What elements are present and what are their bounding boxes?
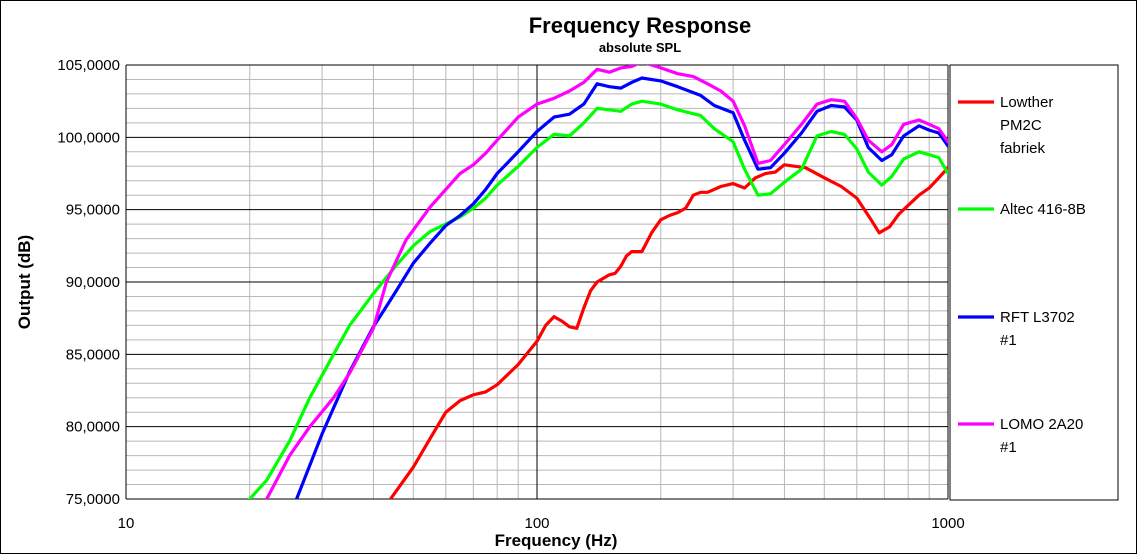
- series-line-4: [265, 65, 948, 499]
- y-tick-label: 105,0000: [57, 57, 120, 74]
- x-tick-label: 100: [524, 515, 549, 532]
- x-axis-label: Frequency (Hz): [495, 531, 618, 550]
- series-line-2: [248, 99, 948, 499]
- y-tick-label: 85,0000: [66, 346, 120, 363]
- y-axis-label: Output (dB): [15, 235, 34, 329]
- chart-title: Frequency Response: [529, 13, 752, 38]
- y-tick-label: 90,0000: [66, 274, 120, 291]
- y-tick-label: 100,0000: [57, 129, 120, 146]
- x-tick-label: 1000: [931, 515, 964, 532]
- y-tick-label: 75,0000: [66, 491, 120, 508]
- x-tick-label: 10: [118, 515, 135, 532]
- series-line-3: [295, 76, 948, 499]
- legend-box: [949, 64, 1119, 501]
- series-line-1: [388, 163, 948, 499]
- plot-area: 75,0000 80,0000 85,0000 90,0000 95,0000 100,0…: [57, 57, 964, 532]
- chart-subtitle: absolute SPL: [599, 40, 681, 55]
- y-tick-label: 95,0000: [66, 202, 120, 219]
- legend-label-2: Altec 416-8B: [1000, 201, 1086, 218]
- legend-label-1: Lowther PM2C fabriek: [1000, 94, 1053, 157]
- legend: Lowther PM2C fabriek Altec 416-8B RFT L3702 #…: [949, 64, 1119, 501]
- legend-label-4: LOMO 2A20 #1: [1000, 416, 1083, 456]
- y-tick-label: 80,0000: [66, 419, 120, 436]
- legend-label-3: RFT L3702 #1: [1000, 309, 1075, 349]
